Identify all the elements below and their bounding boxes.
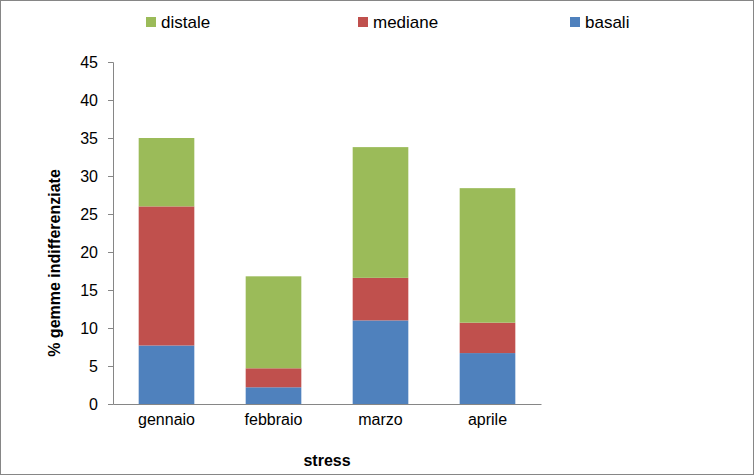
- y-tick-mark: [108, 100, 113, 101]
- x-tick-label: gennaio: [138, 411, 195, 428]
- y-tick-mark: [108, 366, 113, 367]
- bar-segment: [139, 138, 195, 206]
- bar-segment: [139, 206, 195, 345]
- legend-swatch: [570, 17, 580, 27]
- y-tick-label: 10: [80, 320, 98, 337]
- x-tick-label: marzo: [358, 411, 403, 428]
- y-tick: 0: [89, 396, 113, 413]
- bar-segment: [246, 276, 302, 368]
- x-tick: febbraio: [245, 411, 303, 428]
- x-tick: gennaio: [138, 411, 195, 428]
- y-tick: 30: [80, 168, 113, 185]
- y-tick: 25: [80, 206, 113, 223]
- y-tick-mark: [108, 290, 113, 291]
- y-tick-mark: [108, 62, 113, 63]
- y-tick: 10: [80, 320, 113, 337]
- bar-segment: [460, 188, 516, 323]
- legend-label: distale: [161, 13, 210, 32]
- y-tick-label: 20: [80, 244, 98, 261]
- x-tick: aprile: [468, 411, 507, 428]
- y-tick: 5: [89, 358, 113, 375]
- y-tick-label: 15: [80, 282, 98, 299]
- bars: [139, 138, 516, 404]
- y-tick: 35: [80, 130, 113, 147]
- legend-swatch: [358, 17, 368, 27]
- y-tick-mark: [108, 176, 113, 177]
- y-axis-line: [108, 63, 114, 405]
- y-tick-label: 35: [80, 130, 98, 147]
- bar-segment: [353, 147, 409, 278]
- bar-segment: [353, 278, 409, 321]
- y-tick-mark: [108, 138, 113, 139]
- y-tick-label: 30: [80, 168, 98, 185]
- x-tick: marzo: [358, 411, 403, 428]
- legend-swatch: [146, 17, 156, 27]
- legend-label: basali: [585, 13, 629, 32]
- x-tick-label: aprile: [468, 411, 507, 428]
- x-axis-title: stress: [303, 452, 350, 469]
- y-axis-title: % gemme indifferenziate: [46, 169, 63, 357]
- y-tick-label: 45: [80, 54, 98, 71]
- legend: distale mediane basali: [146, 13, 629, 32]
- y-tick: 20: [80, 244, 113, 261]
- y-tick: 40: [80, 92, 113, 109]
- x-tick-label: febbraio: [245, 411, 303, 428]
- y-tick-mark: [108, 252, 113, 253]
- y-tick: 15: [80, 282, 113, 299]
- y-tick-label: 0: [89, 396, 98, 413]
- bar-segment: [246, 387, 302, 404]
- x-axis-line: [114, 404, 542, 405]
- x-axis: gennaio febbraio marzo aprile: [114, 405, 542, 429]
- bar-segment: [460, 323, 516, 353]
- y-tick: 45: [80, 54, 113, 71]
- y-tick-label: 5: [89, 358, 98, 375]
- y-tick-label: 25: [80, 206, 98, 223]
- y-tick-label: 40: [80, 92, 98, 109]
- bar-segment: [246, 368, 302, 387]
- legend-label: mediane: [373, 13, 438, 32]
- bar-segment: [139, 345, 195, 404]
- y-axis: 0 5 10 15 20 25 30 35 40 45: [80, 54, 113, 413]
- y-tick-mark: [108, 328, 113, 329]
- bar-segment: [353, 320, 409, 404]
- chart: 0 5 10 15 20 25 30 35 40 45 gennaio febbraio marzo ap…: [0, 0, 754, 475]
- y-tick-mark: [108, 404, 113, 405]
- chart-frame: [1, 1, 754, 475]
- bar-segment: [460, 353, 516, 404]
- y-tick-mark: [108, 214, 113, 215]
